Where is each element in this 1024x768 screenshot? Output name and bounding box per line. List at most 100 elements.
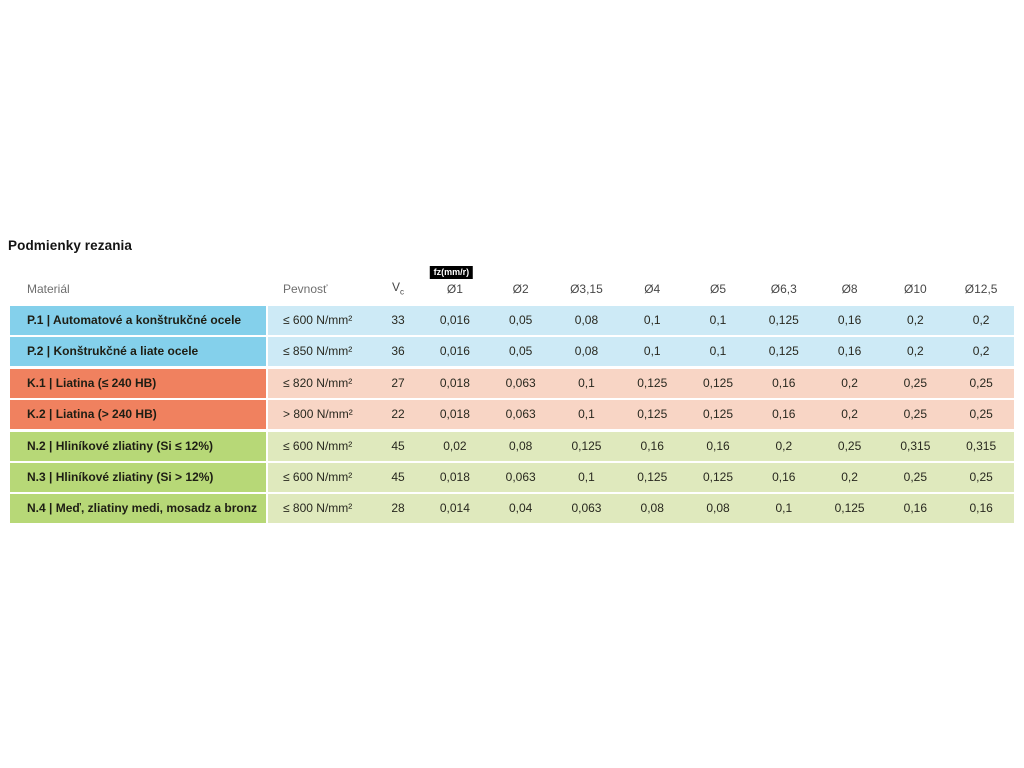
feed-value-cell: 0,125 [685,400,751,430]
feed-value-cell: 0,16 [816,337,883,367]
feed-value-cell: 0,25 [882,368,949,398]
feed-value-cell: 0,08 [553,337,620,367]
diameter-headers-host: Ø1 fz(mm/r) Ø2 Ø3,15 Ø4 Ø5 Ø6,3 Ø8 Ø10 Ø12,5 [422,266,1014,296]
feed-value-cell: 0,1 [553,368,620,398]
column-header-diameter: Ø10 [904,282,927,296]
feed-value-cell: 0,25 [816,431,883,461]
feed-value-cell: 0,1 [619,337,686,367]
table-header-row: Materiál Pevnosť Vc Ø1 fz(mm/r) Ø2 Ø3,15 Ø4 Ø… [10,266,1014,296]
feed-value-cell: 0,018 [422,368,488,398]
column-header-material: Materiál [27,282,70,296]
feed-value-cell: 0,125 [619,400,686,430]
feed-value-cell: 0,125 [750,306,817,335]
vc-cell: 45 [374,462,422,492]
pevnost-cell: ≤ 600 N/mm² [268,462,374,492]
feed-value-cell: 0,125 [750,337,817,367]
feed-value-cell: 0,1 [685,337,751,367]
feed-value-cell: 0,2 [816,368,883,398]
pevnost-cell: > 800 N/mm² [268,400,374,430]
feed-value-cell: 0,2 [948,306,1015,335]
feed-value-cell: 0,063 [487,368,554,398]
column-header-vc: Vc [374,280,422,296]
feed-value-cell: 0,2 [882,337,949,367]
feed-value-cell: 0,16 [685,431,751,461]
feed-value-cell: 0,2 [816,462,883,492]
feed-value-cell: 0,08 [487,431,554,461]
vc-cell: 45 [374,431,422,461]
feed-value-cell: 0,125 [685,368,751,398]
feed-value-cell: 0,018 [422,462,488,492]
feed-value-cell: 0,063 [553,494,620,524]
material-cell: P.2 | Konštrukčné a liate ocele [10,337,266,367]
feed-value-cell: 0,018 [422,400,488,430]
table-row: P.2 | Konštrukčné a liate ocele ≤ 850 N/… [10,337,1015,367]
vc-cell: 27 [374,368,422,398]
feed-value-cell: 0,063 [487,400,554,430]
table-row: N.4 | Meď, zliatiny medi, mosadz a bronz… [10,494,1015,524]
material-cell: N.3 | Hliníkové zliatiny (Si > 12%) [10,462,266,492]
column-header-diameter: Ø1 fz(mm/r) [422,266,488,296]
feed-value-cell: 0,014 [422,494,488,524]
feed-value-cell: 0,16 [750,462,817,492]
column-header-pevnost: Pevnosť [283,282,328,296]
feed-value-cell: 0,1 [553,400,620,430]
column-header-diameter: Ø5 [710,282,727,296]
feed-value-cell: 0,16 [882,494,949,524]
feed-value-cell: 0,08 [619,494,686,524]
pevnost-cell: ≤ 600 N/mm² [268,306,374,335]
feed-value-cell: 0,16 [619,431,686,461]
column-header-diameter: Ø2 [512,282,529,296]
feed-value-cell: 0,04 [487,494,554,524]
feed-value-cell: 0,05 [487,337,554,367]
feed-value-cell: 0,1 [750,494,817,524]
feed-value-cell: 0,02 [422,431,488,461]
feed-value-cell: 0,25 [948,400,1015,430]
table-row: K.2 | Liatina (> 240 HB) > 800 N/mm² 22 … [10,400,1015,430]
feed-value-cell: 0,2 [750,431,817,461]
cutting-conditions-table: Materiál Pevnosť Vc Ø1 fz(mm/r) Ø2 Ø3,15 Ø4 Ø… [10,266,1015,526]
feed-value-cell: 0,16 [816,306,883,335]
feed-value-cell: 0,25 [882,400,949,430]
feed-value-cell: 0,125 [619,462,686,492]
feed-value-cell: 0,125 [685,462,751,492]
feed-value-cell: 0,315 [948,431,1015,461]
table-row: K.1 | Liatina (≤ 240 HB) ≤ 820 N/mm² 27 … [10,368,1015,398]
feed-value-cell: 0,08 [685,494,751,524]
vc-cell: 22 [374,400,422,430]
pevnost-cell: ≤ 850 N/mm² [268,337,374,367]
feed-value-cell: 0,063 [487,462,554,492]
feed-value-cell: 0,16 [750,400,817,430]
table-body: P.1 | Automatové a konštrukčné ocele ≤ 6… [10,306,1015,524]
feed-value-cell: 0,125 [619,368,686,398]
feed-value-cell: 0,05 [487,306,554,335]
feed-value-cell: 0,016 [422,337,488,367]
feed-value-cell: 0,2 [948,337,1015,367]
table-row: N.2 | Hliníkové zliatiny (Si ≤ 12%) ≤ 60… [10,431,1015,461]
column-header-diameter: Ø3,15 [570,282,603,296]
feed-value-cell: 0,125 [816,494,883,524]
table-row: N.3 | Hliníkové zliatiny (Si > 12%) ≤ 60… [10,462,1015,492]
feed-value-cell: 0,16 [750,368,817,398]
table-row: P.1 | Automatové a konštrukčné ocele ≤ 6… [10,306,1015,335]
column-header-diameter: Ø12,5 [964,282,998,296]
vc-subscript: c [400,287,404,296]
feed-value-cell: 0,25 [948,368,1015,398]
pevnost-cell: ≤ 600 N/mm² [268,431,374,461]
feed-value-cell: 0,1 [619,306,686,335]
feed-value-cell: 0,125 [553,431,620,461]
pevnost-cell: ≤ 820 N/mm² [268,368,374,398]
vc-cell: 28 [374,494,422,524]
fz-unit-badge: fz(mm/r) [429,266,474,279]
feed-value-cell: 0,1 [553,462,620,492]
pevnost-cell: ≤ 800 N/mm² [268,494,374,524]
feed-value-cell: 0,16 [948,494,1015,524]
material-cell: P.1 | Automatové a konštrukčné ocele [10,306,266,335]
vc-cell: 33 [374,306,422,335]
column-header-diameter: Ø8 [841,282,858,296]
material-cell: N.2 | Hliníkové zliatiny (Si ≤ 12%) [10,431,266,461]
vc-cell: 36 [374,337,422,367]
feed-value-cell: 0,016 [422,306,488,335]
material-cell: K.2 | Liatina (> 240 HB) [10,400,266,430]
column-header-diameter: Ø4 [644,282,661,296]
